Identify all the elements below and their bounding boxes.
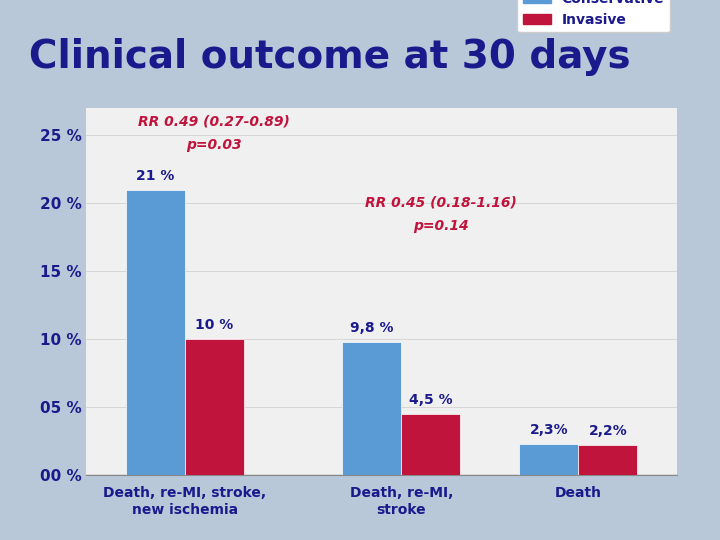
Text: Clinical outcome at 30 days: Clinical outcome at 30 days [29, 38, 631, 76]
Text: RR 0.45 (0.18-1.16): RR 0.45 (0.18-1.16) [365, 196, 516, 210]
Text: RR 0.49 (0.27-0.89): RR 0.49 (0.27-0.89) [138, 114, 290, 129]
Bar [126, 190, 185, 475]
Text: 2,2%: 2,2% [588, 424, 627, 438]
Text: 21 %: 21 % [136, 169, 174, 183]
Bar [519, 444, 578, 475]
Legend: Conservative, Invasive: Conservative, Invasive [517, 0, 670, 32]
Bar [401, 414, 460, 475]
Text: 10 %: 10 % [195, 319, 233, 333]
Text: p=0.14: p=0.14 [413, 219, 469, 233]
Text: 4,5 %: 4,5 % [409, 393, 453, 407]
Bar [578, 446, 637, 475]
Bar [342, 342, 401, 475]
Text: p=0.03: p=0.03 [186, 138, 242, 152]
Text: 9,8 %: 9,8 % [350, 321, 394, 335]
Text: 2,3%: 2,3% [530, 423, 568, 437]
Bar [185, 339, 244, 475]
